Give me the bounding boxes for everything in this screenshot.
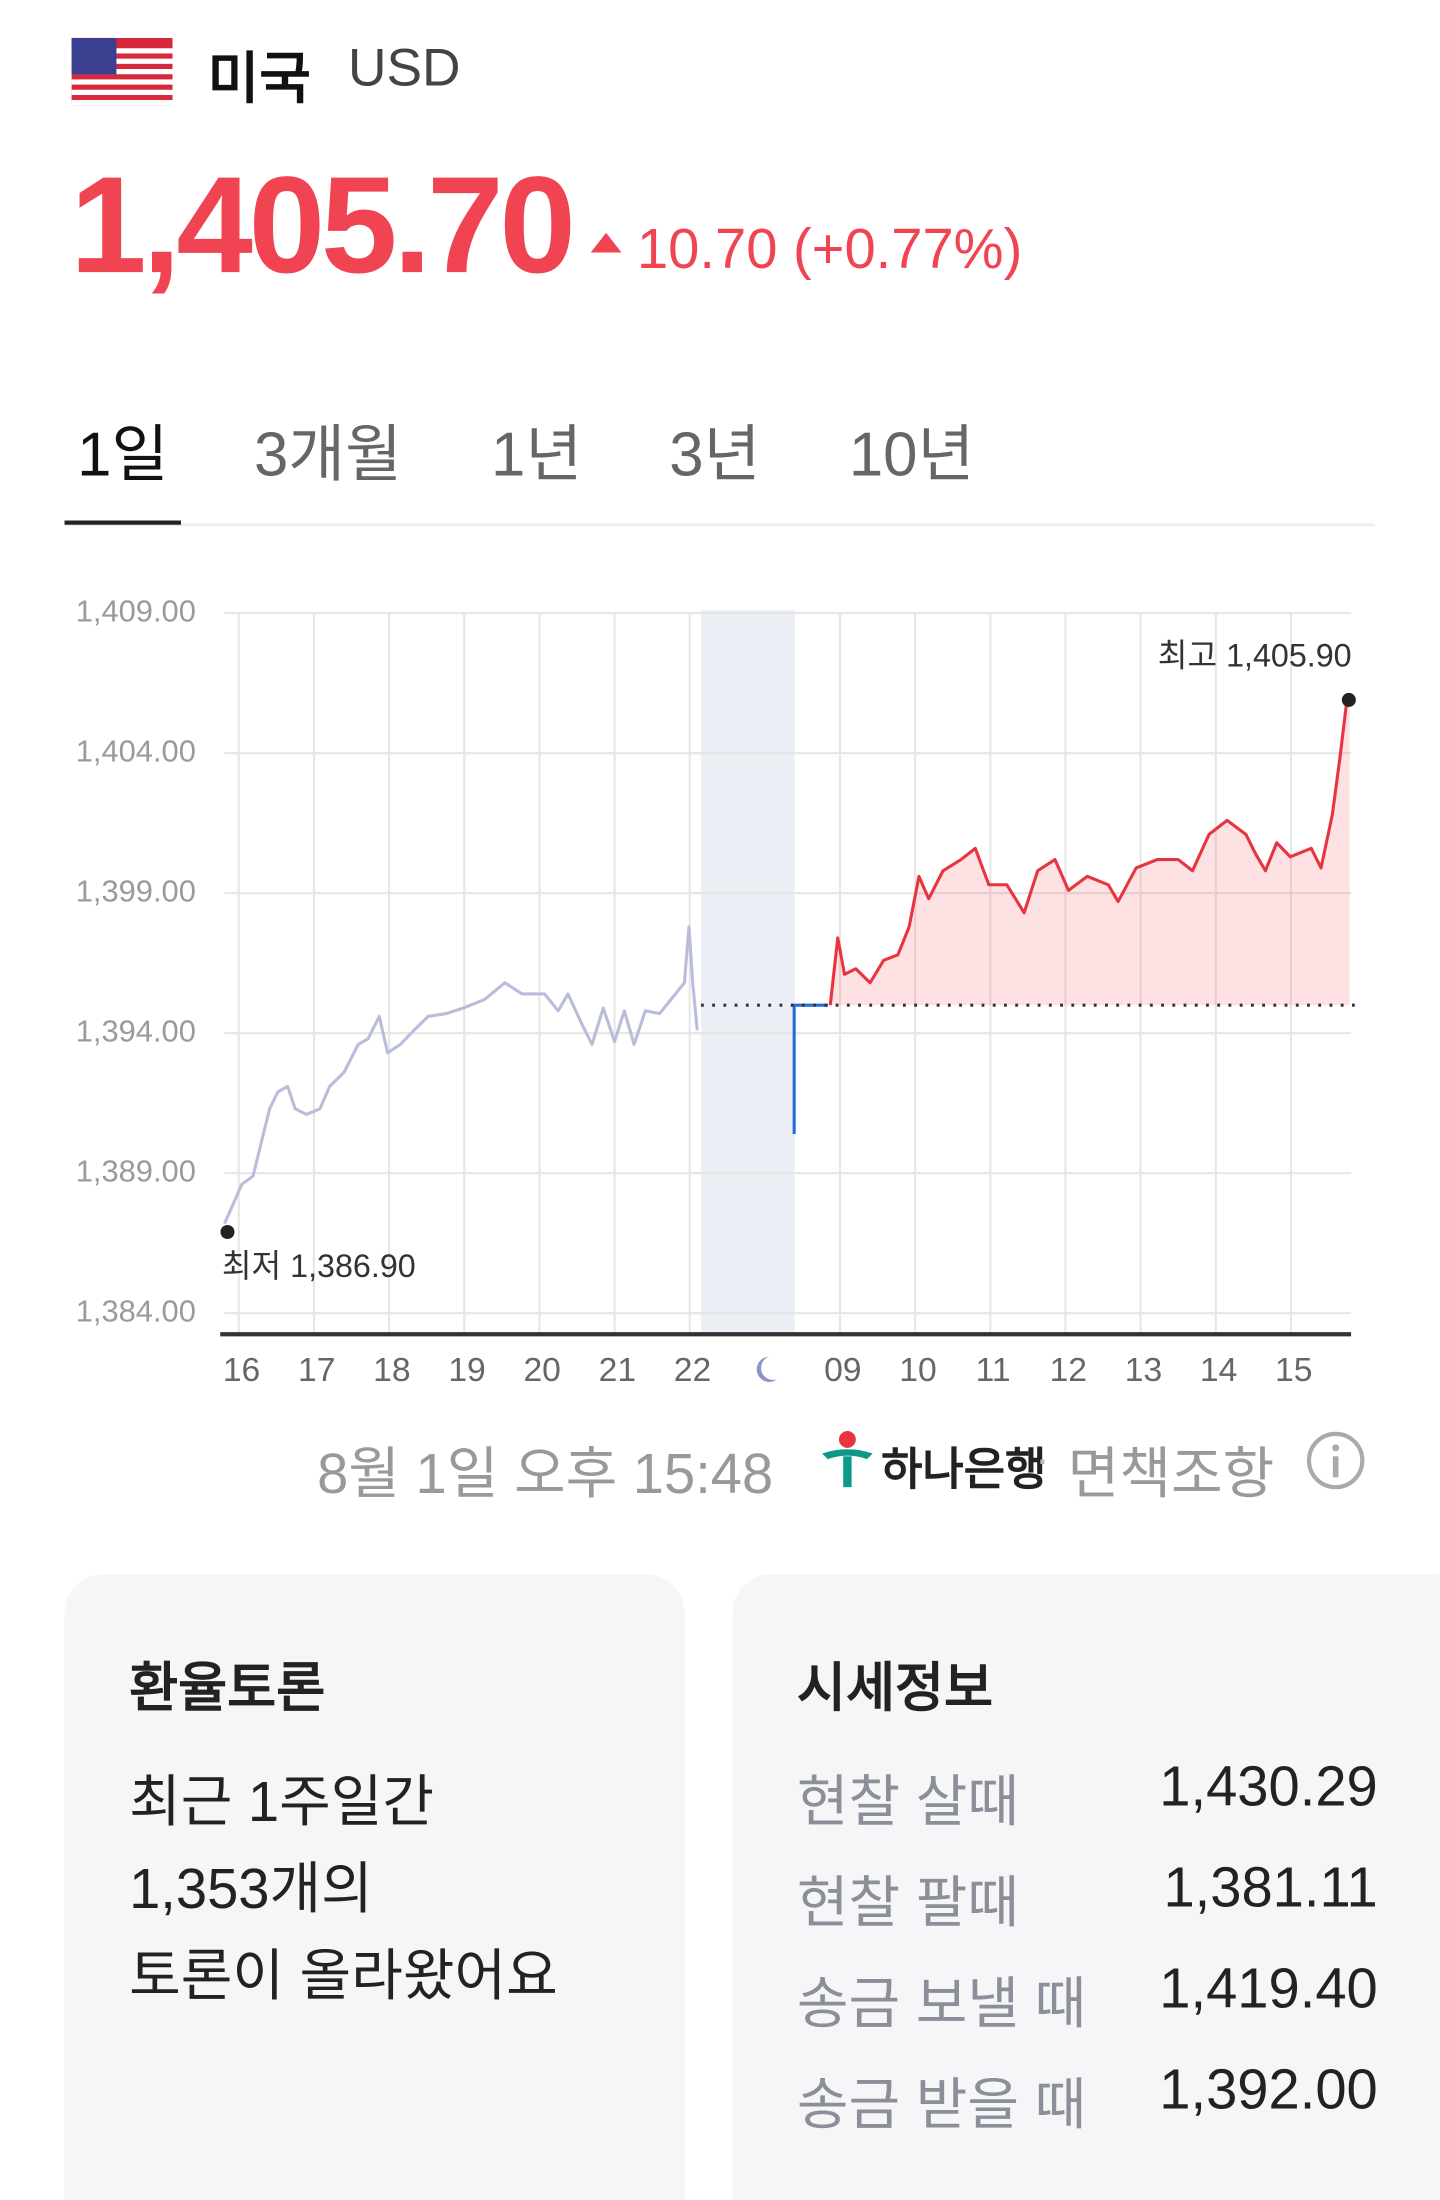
rate-label: 현찰 팔때 [796,1873,1020,1935]
tab[interactable]: 3년 [669,420,761,490]
line [223,925,699,1225]
y-tick-label: 1,409.00 [76,593,196,628]
y-tick-label: 1,389.00 [76,1153,196,1188]
currency: USD [347,39,461,99]
tab[interactable]: 1일 [77,420,169,490]
extreme-dot [1341,692,1356,707]
x-tick-label: 19 [448,1352,485,1389]
rate-label: 송금 보낼 때 [796,1974,1087,2036]
card-text: 토론이 올라왔어요 [129,1945,558,2008]
area-fill [830,699,1350,1006]
y-tick-label: 1,384.00 [76,1293,196,1328]
rate-value: 1,419.40 [1159,1958,1378,2021]
night-icon [756,1356,778,1382]
x-tick-label: 16 [223,1352,260,1389]
card-title: 시세정보 [796,1659,994,1719]
x-tick-label: 17 [298,1352,335,1389]
separator: · [1035,1436,1050,1483]
chart: 1,409.00 1,404.00 1,399.00 1,394.00 1,389.00… [76,593,1363,1389]
x-tick-label: 15 [1275,1352,1312,1389]
y-tick-label: 1,394.00 [76,1013,196,1048]
up-arrow [590,232,622,253]
y-tick-label: 1,399.00 [76,873,196,908]
x-tick-label: 12 [1050,1352,1087,1389]
annotation: 최저 1,386.90 [222,1248,416,1284]
x-tick-label: 21 [599,1352,636,1389]
rate-label: 현찰 살때 [796,1771,1020,1834]
tab-underline [64,520,181,525]
x-tick-label: 14 [1200,1352,1237,1389]
disclaimer[interactable]: 면책조항 [1067,1443,1275,1506]
change: 10.70 (+0.77%) [636,218,1023,281]
x-tick-label: 11 [976,1352,1011,1389]
annotation: 최고 1,405.90 [1158,637,1352,673]
y-tick-label: 1,404.00 [76,733,196,768]
timestamp: 8월 1일 오후 15:48 [317,1443,774,1506]
card-title: 환율토론 [129,1659,326,1719]
extreme-dot [220,1225,235,1240]
price: 1,405.70 [70,147,576,302]
tab[interactable]: 1년 [491,420,583,490]
x-tick-label: 22 [674,1352,711,1389]
x-tick-label: 10 [899,1352,936,1389]
x-tick-label: 09 [824,1352,861,1389]
card-text: 1,353개의 [129,1858,373,1921]
tab[interactable]: 3개월 [253,420,402,490]
rate-label: 송금 받을 때 [796,2075,1087,2137]
card-text: 최근 1주일간 [129,1771,435,1834]
line [828,698,1351,1006]
x-tick-label: 20 [523,1352,560,1389]
x-tick-label: 13 [1125,1352,1162,1389]
bank-logo [822,1431,873,1488]
forum-card[interactable]: 환율토론 최근 1주일간 1,353개의 토론이 올라왔어요 [64,1574,685,2200]
bank-name: 하나은행 [881,1443,1047,1495]
x-tick-label: 18 [373,1352,410,1389]
tab-divider [64,523,1375,527]
info-icon[interactable] [1305,1430,1367,1492]
night-band [700,610,795,1335]
rate-value: 1,430.29 [1159,1756,1378,1819]
rate-value: 1,381.11 [1163,1857,1378,1920]
rates-card[interactable]: 시세정보 현찰 살때 1,430.29 현찰 팔때 1,381.11 송금 보낼 때 1,… [732,1574,1440,2200]
tab[interactable]: 10년 [848,420,975,490]
rate-value: 1,392.00 [1159,2059,1378,2122]
line [792,1003,828,1135]
country: 미국 [207,49,311,111]
us-flag [71,37,173,106]
